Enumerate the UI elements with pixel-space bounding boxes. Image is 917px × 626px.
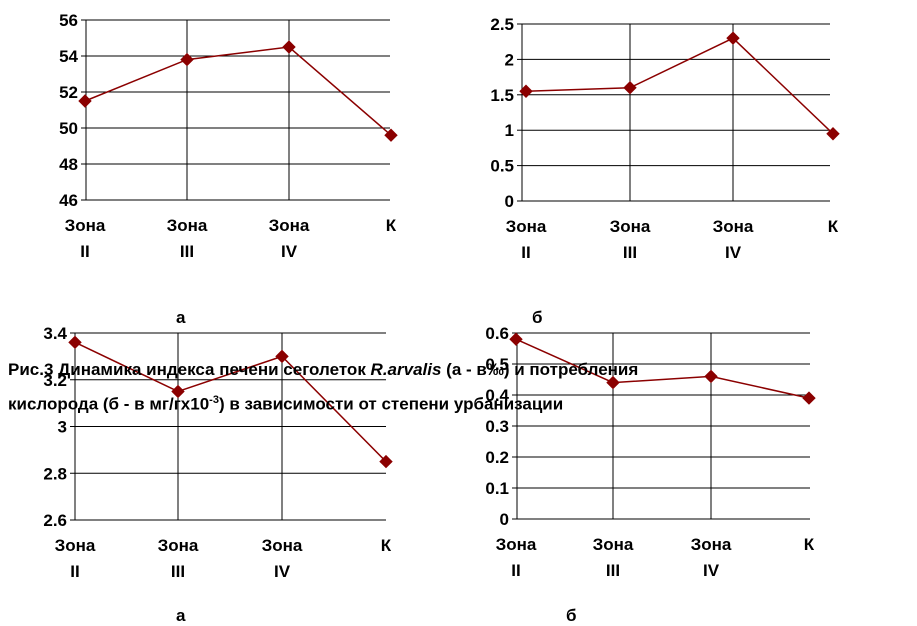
x-tick-label: Зона: [158, 536, 199, 555]
data-point-marker: [78, 94, 92, 108]
y-tick-label: 0.3: [485, 417, 509, 436]
x-tick-label: II: [521, 243, 530, 262]
caption-species: R.arvalis: [370, 360, 442, 379]
y-tick-label: 3: [58, 418, 67, 437]
y-tick-label: 56: [59, 11, 78, 30]
y-tick-label: 2.6: [43, 511, 67, 530]
caption-line-1: Рис.3 Динамика индекса печени сеголеток …: [8, 355, 908, 385]
caption-line1-suffix: (а - в‰) и потребления: [441, 360, 639, 379]
series-line: [84, 46, 392, 136]
x-tick-label: Зона: [167, 216, 208, 235]
x-tick-label: Зона: [269, 216, 310, 235]
y-tick-label: 1: [505, 121, 514, 140]
panel-label-top-right: б: [532, 308, 543, 327]
y-tick-label: 52: [59, 83, 78, 102]
y-tick-label: 54: [59, 47, 78, 66]
panel-label-bottom-left: а: [176, 606, 186, 625]
x-tick-label: III: [180, 242, 194, 261]
y-tick-label: 2: [505, 50, 514, 69]
x-tick-label: II: [80, 242, 89, 261]
data-point-marker: [384, 128, 398, 142]
data-point-marker: [171, 384, 185, 399]
data-point-marker: [726, 31, 740, 45]
y-tick-label: 0.2: [485, 448, 509, 467]
x-tick-label: II: [511, 561, 520, 580]
x-tick-label: Зона: [713, 217, 754, 236]
x-tick-label: Зона: [593, 535, 634, 554]
x-tick-label: Зона: [55, 536, 96, 555]
caption-line2-superscript: -3: [209, 394, 219, 406]
x-tick-label: К: [386, 216, 397, 235]
caption-line2-prefix: кислорода (б - в мг/гх10: [8, 394, 210, 414]
series-line: [74, 341, 387, 463]
data-point-marker: [623, 81, 637, 95]
x-tick-label: Зона: [496, 535, 537, 554]
data-point-marker: [68, 335, 82, 350]
x-tick-label: III: [171, 562, 185, 581]
y-tick-label: 2.5: [490, 15, 514, 34]
x-tick-label: К: [381, 536, 392, 555]
data-point-marker: [180, 52, 194, 67]
data-point-marker: [509, 332, 523, 346]
data-point-marker: [282, 40, 296, 54]
x-tick-label: Зона: [506, 217, 547, 236]
data-point-marker: [704, 369, 718, 384]
x-tick-label: IV: [703, 561, 720, 580]
data-point-marker: [275, 349, 289, 364]
panel-label-top-left: а: [176, 308, 186, 327]
series-line: [525, 37, 834, 135]
data-point-marker: [802, 391, 816, 405]
y-tick-label: 3.2: [43, 371, 67, 390]
caption-line-2: кислорода (б - в мг/гх10-3) в зависимост…: [8, 385, 908, 420]
x-tick-label: Зона: [691, 535, 732, 554]
y-tick-label: 0.5: [485, 355, 509, 374]
data-point-marker: [826, 127, 840, 141]
data-point-marker: [519, 84, 533, 98]
caption-line2-suffix: ) в зависимости от степени урбанизации: [218, 394, 564, 414]
figure-caption: Рис.3 Динамика индекса печени сеголеток …: [8, 355, 908, 420]
y-tick-label: 50: [59, 119, 78, 138]
y-tick-label: 0.1: [485, 479, 509, 498]
y-tick-label: 0: [505, 192, 514, 211]
x-tick-label: IV: [281, 242, 298, 261]
x-tick-label: Зона: [610, 217, 651, 236]
x-tick-label: К: [828, 217, 839, 236]
x-tick-label: К: [804, 535, 815, 554]
y-tick-label: 46: [59, 191, 78, 210]
y-tick-label: 3.4: [43, 324, 67, 343]
x-tick-label: Зона: [65, 216, 106, 235]
x-tick-label: IV: [274, 562, 291, 581]
y-tick-label: 0.4: [485, 386, 509, 405]
series-line: [515, 338, 810, 399]
y-tick-label: 0: [500, 510, 509, 529]
data-point-marker: [606, 375, 620, 390]
y-tick-label: 2.8: [43, 464, 67, 483]
x-tick-label: IV: [725, 243, 742, 262]
x-tick-label: II: [70, 562, 79, 581]
y-tick-label: 0.5: [490, 157, 514, 176]
x-tick-label: III: [606, 561, 620, 580]
data-point-marker: [379, 454, 393, 469]
y-tick-label: 1.5: [490, 86, 514, 105]
x-tick-label: Зона: [262, 536, 303, 555]
caption-line1-prefix: Рис.3 Динамика индекса печени сеголеток: [8, 360, 371, 379]
x-tick-label: III: [623, 243, 637, 262]
panel-label-bottom-right: б: [566, 606, 577, 625]
y-tick-label: 0.6: [485, 324, 509, 343]
y-tick-label: 48: [59, 155, 78, 174]
